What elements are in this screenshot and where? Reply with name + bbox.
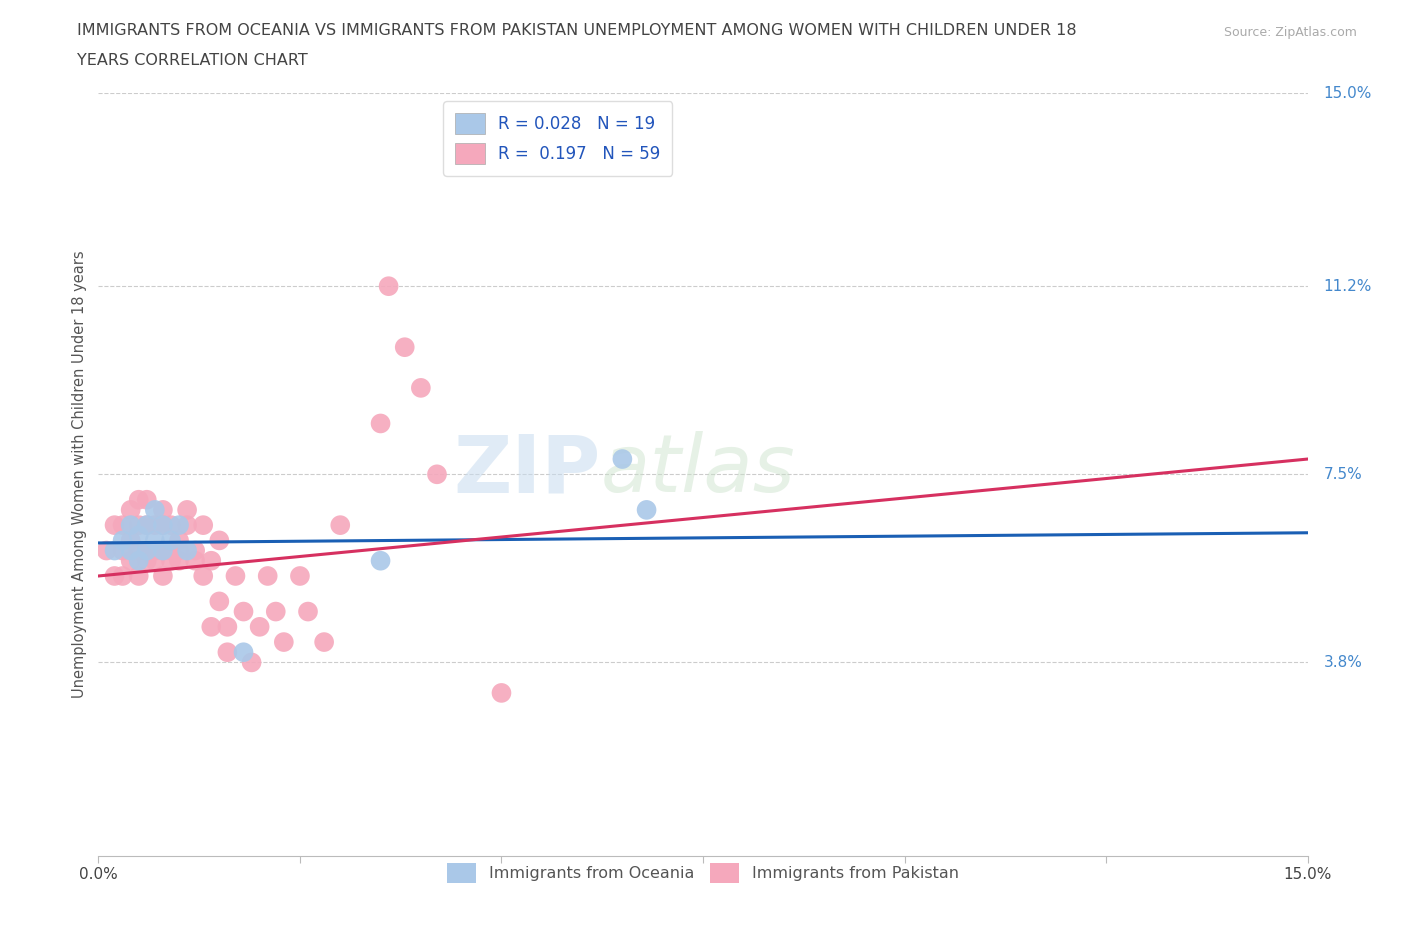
Point	[184, 543, 207, 558]
Point	[152, 502, 174, 517]
Point	[249, 619, 271, 634]
Point	[297, 604, 319, 619]
Point	[111, 518, 134, 533]
Point	[240, 655, 263, 670]
Point	[491, 685, 513, 700]
Point	[256, 568, 278, 583]
Point	[208, 533, 231, 548]
Point	[135, 543, 157, 558]
Point	[167, 543, 190, 558]
Point	[96, 543, 118, 558]
Point	[135, 518, 157, 533]
Point	[111, 543, 134, 558]
Point	[193, 518, 215, 533]
Point	[329, 518, 352, 533]
Point	[120, 502, 142, 517]
Point	[200, 619, 222, 634]
Text: 7.5%: 7.5%	[1323, 467, 1362, 482]
Text: ZIP: ZIP	[453, 432, 600, 510]
Point	[636, 502, 658, 517]
Point	[120, 543, 142, 558]
Point	[176, 543, 198, 558]
Point	[167, 518, 190, 533]
Point	[264, 604, 287, 619]
Point	[409, 380, 432, 395]
Point	[176, 502, 198, 517]
Point	[120, 533, 142, 548]
Text: YEARS CORRELATION CHART: YEARS CORRELATION CHART	[77, 53, 308, 68]
Point	[184, 553, 207, 568]
Point	[103, 543, 125, 558]
Point	[217, 644, 239, 659]
Point	[314, 634, 336, 649]
Point	[160, 533, 183, 548]
Point	[167, 553, 190, 568]
Point	[152, 518, 174, 533]
Point	[176, 518, 198, 533]
Point	[135, 543, 157, 558]
Point	[135, 553, 157, 568]
Text: IMMIGRANTS FROM OCEANIA VS IMMIGRANTS FROM PAKISTAN UNEMPLOYMENT AMONG WOMEN WIT: IMMIGRANTS FROM OCEANIA VS IMMIGRANTS FR…	[77, 23, 1077, 38]
Point	[143, 502, 166, 517]
Point	[103, 568, 125, 583]
Point	[232, 604, 254, 619]
Point	[152, 518, 174, 533]
Point	[111, 568, 134, 583]
Point	[120, 518, 142, 533]
Point	[224, 568, 246, 583]
Point	[143, 553, 166, 568]
Point	[128, 492, 150, 507]
Point	[143, 518, 166, 533]
Text: 3.8%: 3.8%	[1323, 655, 1362, 670]
Point	[128, 518, 150, 533]
Point	[135, 518, 157, 533]
Point	[160, 543, 183, 558]
Point	[143, 533, 166, 548]
Point	[152, 568, 174, 583]
Point	[111, 533, 134, 548]
Point	[167, 533, 190, 548]
Point	[370, 553, 392, 568]
Point	[217, 619, 239, 634]
Point	[152, 543, 174, 558]
Point	[128, 543, 150, 558]
Legend: Immigrants from Oceania, Immigrants from Pakistan: Immigrants from Oceania, Immigrants from…	[441, 857, 965, 890]
Point	[128, 568, 150, 583]
Point	[193, 568, 215, 583]
Point	[273, 634, 295, 649]
Point	[128, 553, 150, 568]
Point	[103, 518, 125, 533]
Text: 11.2%: 11.2%	[1323, 279, 1372, 294]
Point	[143, 543, 166, 558]
Point	[426, 467, 449, 482]
Point	[377, 279, 399, 294]
Point	[394, 339, 416, 354]
Point	[160, 553, 183, 568]
Point	[288, 568, 311, 583]
Y-axis label: Unemployment Among Women with Children Under 18 years: Unemployment Among Women with Children U…	[72, 250, 87, 698]
Text: Source: ZipAtlas.com: Source: ZipAtlas.com	[1223, 26, 1357, 39]
Point	[128, 528, 150, 543]
Point	[232, 644, 254, 659]
Point	[200, 553, 222, 568]
Point	[120, 553, 142, 568]
Point	[208, 594, 231, 609]
Text: atlas: atlas	[600, 432, 794, 510]
Text: 15.0%: 15.0%	[1323, 86, 1372, 100]
Point	[612, 452, 634, 467]
Point	[152, 543, 174, 558]
Point	[370, 416, 392, 431]
Point	[160, 518, 183, 533]
Point	[135, 492, 157, 507]
